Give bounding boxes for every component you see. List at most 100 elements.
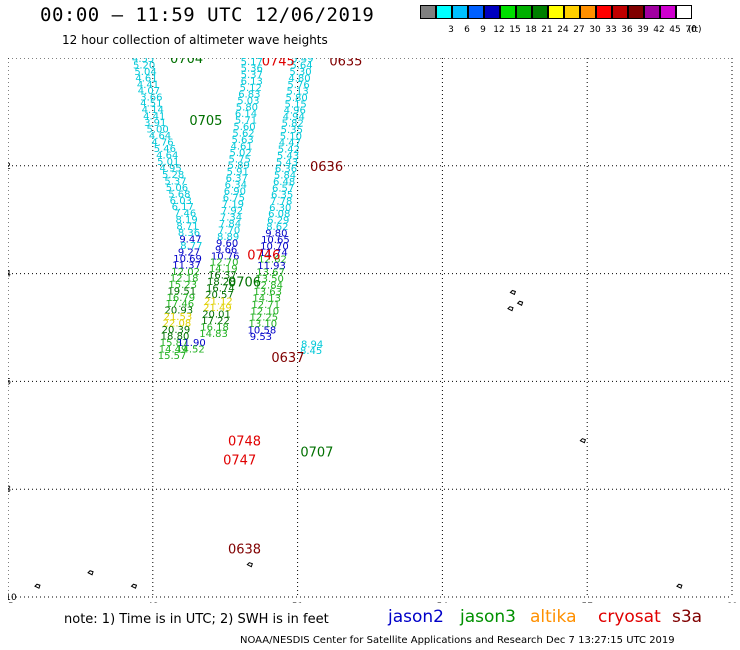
- legend-jason2: jason2: [388, 607, 444, 627]
- wave-height-value: 6.34: [225, 180, 247, 191]
- wave-height-value: 5.30: [289, 67, 311, 78]
- wave-height-value: 5.75: [229, 154, 251, 165]
- wave-height-value: 6.13: [241, 77, 263, 88]
- wave-height-value: 4.80: [288, 73, 310, 84]
- legend-altika: altika: [530, 607, 577, 627]
- wave-height-value: 6.90: [224, 187, 246, 198]
- wave-height-value: 8.89: [217, 232, 239, 243]
- wave-height-value: 6.35: [271, 190, 293, 201]
- wave-height-value: 17.46: [166, 299, 195, 310]
- lon-tick-label: 60: [726, 602, 738, 603]
- scale-label: 70: [685, 25, 697, 35]
- wave-height-value: 5.91: [227, 167, 249, 178]
- wave-height-value: 10.58: [248, 326, 277, 337]
- wave-height-value: 5.71: [235, 115, 257, 126]
- wave-height-value: 19.51: [167, 286, 196, 297]
- wave-height-value: 11.93: [257, 261, 286, 272]
- wave-height-value: 5.02: [230, 148, 252, 159]
- scale-swatch: [500, 5, 516, 19]
- wave-height-value: 5.80: [236, 103, 258, 114]
- island-shape: [130, 583, 138, 589]
- scale-label: 18: [525, 25, 537, 35]
- scale-label: 30: [589, 25, 601, 35]
- wave-height-value: 5.04: [134, 67, 156, 78]
- wave-height-value: 6.03: [170, 196, 192, 207]
- wave-height-value: 8.19: [175, 215, 197, 226]
- wave-height-value: 5.64: [290, 60, 312, 71]
- pass-time-label: 0746: [247, 249, 280, 264]
- island-shape: [509, 289, 517, 296]
- wave-height-value: 7.19: [222, 200, 244, 211]
- wave-height-value: 12.84: [254, 280, 283, 291]
- wave-height-value: 6.08: [268, 209, 290, 220]
- wave-height-value: 4.96: [284, 106, 306, 117]
- lat-tick-label: -2: [8, 162, 11, 172]
- wave-height-value: 20.39: [162, 325, 191, 336]
- scale-swatch: [676, 5, 692, 19]
- pass-time-label: 0635: [329, 58, 362, 70]
- wave-height-value: 6.37: [226, 174, 248, 185]
- wave-height-value: 12.18: [170, 273, 199, 284]
- wave-height-value: 3.66: [140, 92, 162, 103]
- wave-height-value: 5.60: [233, 122, 255, 133]
- wave-height-value: 21.49: [203, 303, 232, 314]
- wave-height-value: 5.13: [286, 86, 308, 97]
- wave-height-value: 5.37: [164, 176, 186, 187]
- lat-tick-label: -10: [8, 593, 17, 603]
- pass-time-label: 0707: [300, 445, 333, 460]
- scale-label: 9: [480, 25, 486, 35]
- pass-time-label: 0637: [271, 351, 304, 366]
- wave-height-value: 4.61: [135, 73, 157, 84]
- pass-time-label: 0745: [262, 58, 295, 70]
- wave-height-value: 16.79: [166, 293, 195, 304]
- lon-tick-label: 54: [437, 602, 449, 603]
- lon-tick-label: 51: [292, 602, 303, 603]
- wave-height-value: 6.30: [269, 203, 291, 214]
- wave-height-value: 8.71: [176, 222, 198, 233]
- wave-height-value: 5.76: [287, 80, 309, 91]
- wave-height-value: 5.63: [231, 135, 253, 146]
- wave-height-value: 5.28: [162, 170, 184, 181]
- pass-time-label: 0706: [228, 276, 261, 291]
- wave-height-value: 4.07: [138, 86, 160, 97]
- pass-time-label: 0638: [228, 542, 261, 557]
- lon-tick-label: 48: [147, 602, 159, 603]
- pass-time-label: 0705: [189, 114, 222, 129]
- wave-height-value: 5.03: [237, 96, 259, 107]
- scale-label: 6: [464, 25, 470, 35]
- wave-height-value: 8.45: [300, 346, 322, 357]
- scale-label: 42: [653, 25, 665, 35]
- pass-time-label: 0636: [310, 160, 343, 175]
- wave-height-value: 15.87: [160, 338, 189, 349]
- scale-swatch: [660, 5, 676, 19]
- wave-height-value: 4.94: [283, 112, 305, 123]
- island-shape: [507, 306, 514, 312]
- wave-height-value: 6.17: [172, 202, 194, 213]
- wave-height-value: 14.52: [176, 345, 205, 356]
- scale-swatch: [628, 5, 644, 19]
- island-shape: [676, 583, 683, 589]
- wave-height-value: 12.62: [258, 255, 287, 266]
- wave-height-value: 9.47: [179, 235, 201, 246]
- lon-tick-label: 45: [8, 602, 14, 603]
- wave-height-value: 9.60: [216, 238, 238, 249]
- wave-height-value: 5.06: [166, 183, 188, 194]
- wave-height-value: 12.70: [210, 258, 239, 269]
- wave-height-value: 9.53: [250, 332, 272, 343]
- pass-time-label: 0747: [223, 454, 256, 469]
- wave-height-value: 4.41: [137, 80, 159, 91]
- wave-height-value: 6.48: [273, 177, 295, 188]
- scale-swatch: [548, 5, 564, 19]
- wave-height-value: 6.29: [267, 216, 289, 227]
- wave-height-value: 8.77: [180, 241, 202, 252]
- wave-height-value: 7.92: [221, 206, 243, 217]
- wave-height-value: 14.49: [159, 345, 188, 356]
- scale-label: 36: [621, 25, 633, 35]
- scale-label: 24: [557, 25, 569, 35]
- wave-height-value: 16.37: [208, 271, 237, 282]
- wave-height-value: 20.57: [205, 290, 234, 301]
- wave-height-value: 14.83: [199, 329, 228, 340]
- legend-cryosat: cryosat: [598, 607, 661, 627]
- wave-height-value: 21.12: [204, 297, 233, 308]
- pass-time-label: 0704: [170, 58, 203, 67]
